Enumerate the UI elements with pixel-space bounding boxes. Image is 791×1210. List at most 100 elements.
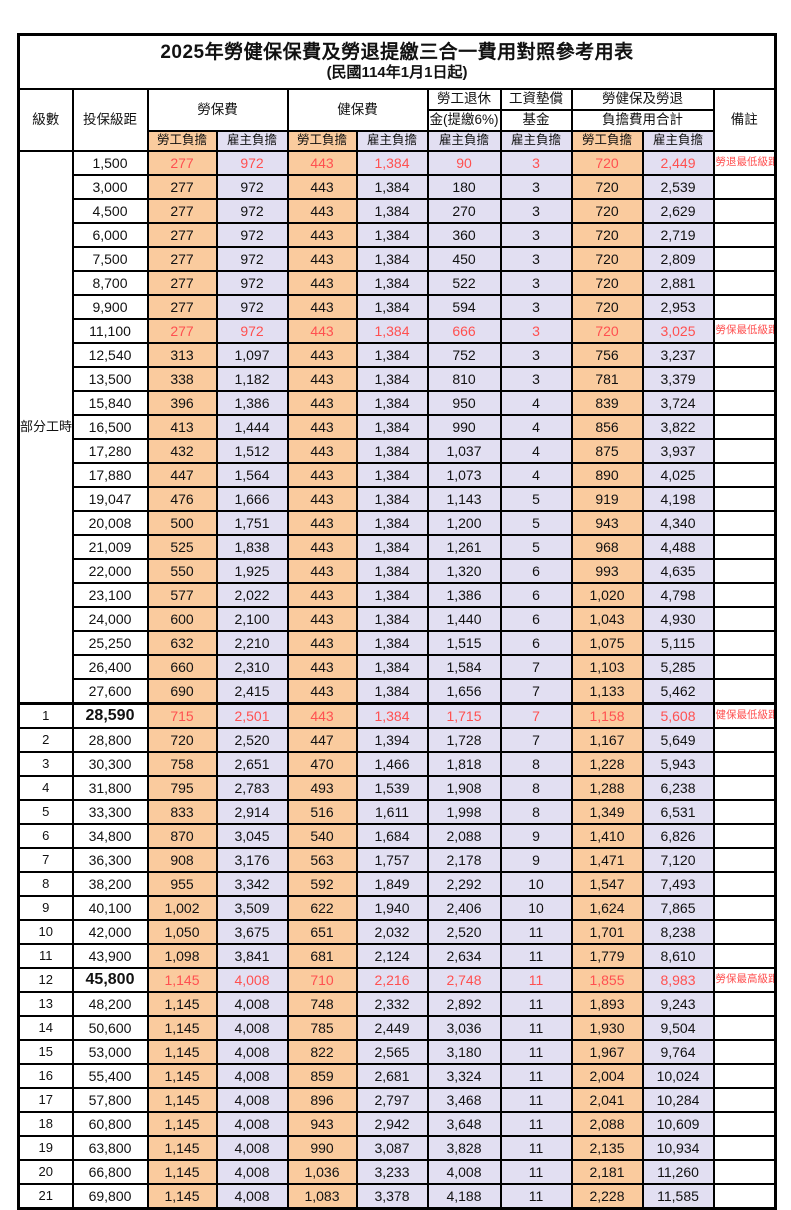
header-wage-fund-line1: 工資墊償 (499, 88, 573, 111)
wage-fund-employer-cell: 8 (499, 799, 573, 825)
health-insurance-employer-cell: 1,384 (355, 486, 429, 512)
salary-bracket-cell: 7,500 (71, 246, 149, 272)
pension-employer-cell: 2,892 (426, 991, 502, 1017)
wage-fund-employer-cell: 8 (499, 751, 573, 777)
table-row: 7 36,300 908 3,176 563 1,757 2,178 9 1,471 7,120 (17, 847, 777, 873)
pension-employer-cell: 3,828 (426, 1135, 502, 1161)
wage-fund-employer-cell: 11 (499, 1039, 573, 1065)
remark-cell (712, 919, 777, 945)
labor-insurance-employer-cell: 972 (215, 174, 289, 200)
total-employee-cell: 1,167 (570, 727, 644, 753)
health-insurance-employer-cell: 1,384 (355, 462, 429, 488)
total-employee-cell: 1,133 (570, 678, 644, 705)
health-insurance-employee-cell: 443 (286, 390, 358, 416)
total-employer-cell: 2,881 (641, 270, 715, 296)
table-row: 5 33,300 833 2,914 516 1,611 1,998 8 1,349 6,531 (17, 799, 777, 825)
pension-employer-cell: 3,648 (426, 1111, 502, 1137)
pension-employer-cell: 1,320 (426, 558, 502, 584)
health-insurance-employer-cell: 2,124 (355, 943, 429, 969)
total-employee-cell: 1,103 (570, 654, 644, 680)
health-insurance-employee-cell: 470 (286, 751, 358, 777)
remark-cell: 健保最低級距 (712, 702, 777, 729)
total-employee-cell: 890 (570, 462, 644, 488)
table-row: 8,700 277 972 443 1,384 522 3 720 2,881 (19, 270, 777, 296)
table-body: 部分工時 1,500 277 972 443 1,384 90 3 720 2,449 勞退最低級距… (17, 150, 777, 1210)
health-insurance-employee-cell: 443 (286, 678, 358, 705)
level-cell: 9 (17, 895, 74, 921)
wage-fund-employer-cell: 7 (499, 727, 573, 753)
wage-fund-employer-cell: 11 (499, 967, 573, 993)
pension-employer-cell: 1,515 (426, 630, 502, 656)
health-insurance-employer-cell: 1,384 (355, 702, 429, 729)
total-employer-cell: 3,937 (641, 438, 715, 464)
remark-cell: 勞保最低級距 (712, 318, 777, 344)
header-salary: 投保級距 (71, 88, 149, 152)
table-row: 13 48,200 1,145 4,008 748 2,332 2,892 11 1,893 9,… (17, 991, 777, 1017)
labor-insurance-employer-cell: 3,841 (215, 943, 289, 969)
total-employee-cell: 1,020 (570, 582, 644, 608)
wage-fund-employer-cell: 3 (499, 174, 573, 200)
pension-employer-cell: 950 (426, 390, 502, 416)
labor-insurance-employee-cell: 758 (146, 751, 218, 777)
table-row: 17 57,800 1,145 4,008 896 2,797 3,468 11 2,041 10… (17, 1087, 777, 1113)
health-insurance-employee-cell: 622 (286, 895, 358, 921)
labor-insurance-employer-cell: 4,008 (215, 1039, 289, 1065)
health-insurance-employer-cell: 2,565 (355, 1039, 429, 1065)
wage-fund-employer-cell: 6 (499, 606, 573, 632)
health-insurance-employer-cell: 1,384 (355, 222, 429, 248)
health-insurance-employee-cell: 822 (286, 1039, 358, 1065)
wage-fund-employer-cell: 3 (499, 150, 573, 176)
health-insurance-employee-cell: 493 (286, 775, 358, 801)
table-row: 12 45,800 1,145 4,008 710 2,216 2,748 11 1,855 8,… (17, 967, 777, 993)
wage-fund-employer-cell: 3 (499, 198, 573, 224)
health-insurance-employer-cell: 1,384 (355, 630, 429, 656)
wage-fund-employer-cell: 11 (499, 1159, 573, 1185)
labor-insurance-employer-cell: 972 (215, 150, 289, 176)
health-insurance-employer-cell: 3,087 (355, 1135, 429, 1161)
table-row: 12,540 313 1,097 443 1,384 752 3 756 3,237 (19, 342, 777, 368)
labor-insurance-employer-cell: 972 (215, 294, 289, 320)
labor-insurance-employee-cell: 908 (146, 847, 218, 873)
pension-employer-cell: 3,468 (426, 1087, 502, 1113)
total-employer-cell: 7,120 (641, 847, 715, 873)
remark-cell: 勞保最高級距 (712, 967, 777, 993)
wage-fund-employer-cell: 11 (499, 943, 573, 969)
health-insurance-employer-cell: 1,384 (355, 198, 429, 224)
labor-insurance-employer-cell: 972 (215, 270, 289, 296)
labor-insurance-employee-cell: 432 (146, 438, 218, 464)
wage-fund-employer-cell: 10 (499, 871, 573, 897)
remark-cell (712, 727, 777, 753)
labor-insurance-employer-cell: 972 (215, 318, 289, 344)
table-row: 11 43,900 1,098 3,841 681 2,124 2,634 11 1,779 8,… (17, 943, 777, 969)
pension-employer-cell: 180 (426, 174, 502, 200)
header-burden-row: 勞工負擔 雇主負擔 勞工負擔 雇主負擔 雇主負擔 雇主負擔 勞工負擔 雇主負擔 (19, 130, 776, 152)
page-subtitle: (民國114年1月1日起) (326, 64, 468, 82)
total-employee-cell: 1,075 (570, 630, 644, 656)
labor-insurance-employee-cell: 447 (146, 462, 218, 488)
remark-cell (712, 198, 777, 224)
salary-bracket-cell: 40,100 (71, 895, 149, 921)
total-employee-cell: 2,181 (570, 1159, 644, 1185)
total-employee-cell: 1,893 (570, 991, 644, 1017)
health-insurance-employee-cell: 748 (286, 991, 358, 1017)
pension-employer-cell: 1,998 (426, 799, 502, 825)
total-employer-cell: 4,025 (641, 462, 715, 488)
health-insurance-employee-cell: 443 (286, 318, 358, 344)
salary-bracket-cell: 34,800 (71, 823, 149, 849)
remark-cell (712, 943, 777, 969)
salary-bracket-cell: 45,800 (71, 967, 149, 993)
total-employer-cell: 2,809 (641, 246, 715, 272)
remark-cell (712, 775, 777, 801)
wage-fund-employer-cell: 7 (499, 678, 573, 705)
labor-insurance-employee-cell: 1,145 (146, 1015, 218, 1041)
labor-insurance-employer-cell: 2,520 (215, 727, 289, 753)
salary-bracket-cell: 15,840 (71, 390, 149, 416)
total-employee-cell: 720 (570, 198, 644, 224)
total-employee-cell: 1,288 (570, 775, 644, 801)
labor-insurance-employer-cell: 4,008 (215, 1159, 289, 1185)
wage-fund-employer-cell: 3 (499, 246, 573, 272)
salary-bracket-cell: 60,800 (71, 1111, 149, 1137)
salary-bracket-cell: 21,009 (71, 534, 149, 560)
total-employee-cell: 1,349 (570, 799, 644, 825)
labor-insurance-employee-cell: 1,145 (146, 1159, 218, 1185)
